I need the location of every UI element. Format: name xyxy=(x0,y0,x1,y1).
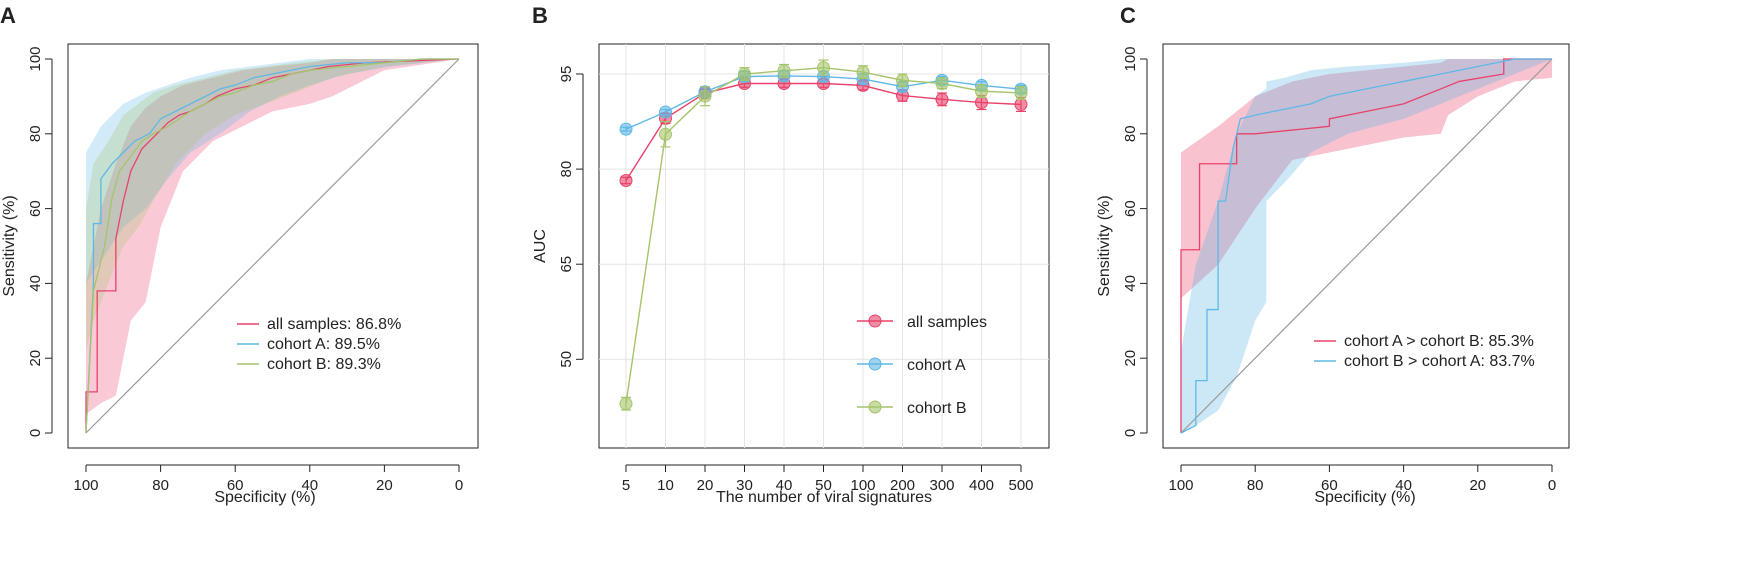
x-tick-label: 0 xyxy=(455,477,463,494)
y-tick-label: 100 xyxy=(1122,46,1139,71)
roc-curve-cohortA xyxy=(85,58,459,434)
x-axis-label-c: Specificity (%) xyxy=(1314,489,1415,506)
data-point-cohortB xyxy=(975,84,988,98)
x-tick-label: 60 xyxy=(1321,477,1338,494)
x-tick-label: 0 xyxy=(1548,477,1556,494)
x-tick-label: 40 xyxy=(301,477,318,494)
legend-a: all samples: 86.8% cohort A: 89.5% cohor… xyxy=(237,316,401,373)
plot-frame-c xyxy=(1162,43,1570,449)
y-tick-label: 80 xyxy=(1122,125,1139,142)
ci-band-all xyxy=(86,59,459,415)
y-tick-label: 60 xyxy=(1122,200,1139,217)
y-tick-label: 40 xyxy=(27,275,44,292)
legend-marker-cohort-a xyxy=(868,357,882,371)
legend-c: cohort A > cohort B: 85.3% cohort B > co… xyxy=(1314,333,1535,370)
panel-label-b: B xyxy=(532,3,548,28)
data-point-cohortB xyxy=(777,64,791,78)
x-tick-label: 80 xyxy=(152,477,169,494)
x-tick-label: 20 xyxy=(697,477,714,494)
y-tick-label: 100 xyxy=(27,46,44,71)
roc-plot-a: 100 80 60 40 20 0 0 20 40 60 80 100 xyxy=(27,46,463,494)
x-tick-label: 100 xyxy=(73,477,98,494)
y-axis-label-a: Sensitivity (%) xyxy=(1,195,18,296)
data-point-cohortB xyxy=(935,77,949,91)
ci-band-all xyxy=(1181,59,1552,299)
x-axis-label-b: The number of viral signatures xyxy=(716,489,932,506)
ci-band-cohortA xyxy=(1181,59,1552,433)
x-tick-label: 100 xyxy=(1168,477,1193,494)
panel-label-c: C xyxy=(1120,3,1136,28)
y-tick-label: 0 xyxy=(27,429,44,437)
data-point-all xyxy=(975,96,988,110)
x-tick-label: 60 xyxy=(227,477,244,494)
x-tick-label: 30 xyxy=(736,477,753,494)
x-axis-label-a: Specificity (%) xyxy=(214,489,315,506)
legend-label-all-samples: all samples xyxy=(907,314,987,331)
y-axis-label-b: AUC xyxy=(532,229,549,263)
x-tick-label: 20 xyxy=(1469,477,1486,494)
x-tick-label: 40 xyxy=(776,477,793,494)
ci-band-cohortA xyxy=(86,59,459,340)
data-point-cohortB xyxy=(856,65,870,79)
y-tick-label: 95 xyxy=(558,66,575,83)
legend-label-cohort-b-over-a: cohort B > cohort A: 83.7% xyxy=(1344,353,1535,370)
legend-marker-all-samples xyxy=(868,314,882,328)
legend-b: all samples cohort A cohort B xyxy=(857,314,987,417)
panel-b: B 5 10 20 30 40 50 100 200 300 400 500 50 65 80 95 The… xyxy=(532,3,1050,506)
legend-label-cohort-a-over-b: cohort A > cohort B: 85.3% xyxy=(1344,333,1534,350)
data-point-cohortB xyxy=(817,61,830,75)
x-tick-label: 200 xyxy=(890,477,915,494)
y-tick-label: 20 xyxy=(1122,350,1139,367)
x-tick-label: 80 xyxy=(1247,477,1264,494)
roc-curve-all xyxy=(1180,58,1552,433)
x-tick-label: 10 xyxy=(657,477,674,494)
y-tick-label: 20 xyxy=(27,350,44,367)
y-tick-label: 65 xyxy=(558,256,575,273)
x-tick-label: 300 xyxy=(929,477,954,494)
data-point-cohortA xyxy=(619,122,633,136)
data-point-cohortB xyxy=(659,127,672,141)
x-tick-label: 400 xyxy=(969,477,994,494)
x-tick-label: 20 xyxy=(376,477,393,494)
roc-plot-c: 100 80 60 40 20 0 0 20 40 60 80 100 xyxy=(1122,46,1556,494)
legend-marker-cohort-b xyxy=(868,400,882,414)
legend-label-cohort-b: cohort B xyxy=(907,400,967,417)
data-point-all xyxy=(935,92,949,106)
diagonal-reference-line xyxy=(1180,58,1553,434)
y-axis-label-c: Sensitivity (%) xyxy=(1096,195,1113,296)
x-tick-label: 5 xyxy=(622,477,630,494)
legend-label-cohort-a: cohort A xyxy=(907,357,966,374)
x-tick-label: 40 xyxy=(1395,477,1412,494)
data-point-cohortB xyxy=(738,67,751,81)
legend-label-cohort-b: cohort B: 89.3% xyxy=(267,356,381,373)
legend-label-cohort-a: cohort A: 89.5% xyxy=(267,336,380,353)
roc-curve-cohortA xyxy=(1180,58,1552,434)
legend-label-all-samples: all samples: 86.8% xyxy=(267,316,401,333)
plot-frame-a xyxy=(67,43,479,449)
y-tick-label: 50 xyxy=(558,351,575,368)
data-point-cohortB xyxy=(896,73,909,87)
data-point-cohortB xyxy=(1014,86,1028,100)
y-tick-label: 40 xyxy=(1122,275,1139,292)
y-tick-label: 60 xyxy=(27,200,44,217)
ci-band-cohortB xyxy=(86,59,459,351)
panel-a: A 100 80 60 40 20 0 0 20 40 60 80 100 Specificity (… xyxy=(0,3,479,506)
data-point-cohortB xyxy=(619,397,633,411)
data-point-all xyxy=(1014,97,1028,111)
x-tick-label: 50 xyxy=(815,477,832,494)
panel-c: C 100 80 60 40 20 0 0 20 40 60 80 100 Specificity (… xyxy=(1096,3,1570,506)
diagonal-reference-line xyxy=(85,58,460,434)
y-tick-label: 0 xyxy=(1122,429,1139,437)
data-point-all xyxy=(619,174,633,188)
data-point-cohortB xyxy=(698,89,712,103)
data-point-cohortA xyxy=(659,105,672,119)
x-tick-label: 100 xyxy=(850,477,875,494)
y-tick-label: 80 xyxy=(558,161,575,178)
panel-label-a: A xyxy=(0,3,16,28)
x-tick-label: 500 xyxy=(1008,477,1033,494)
y-tick-label: 80 xyxy=(27,125,44,142)
roc-curve-cohortB xyxy=(85,58,459,434)
auc-plot-b: 5 10 20 30 40 50 100 200 300 400 500 50 65 80 95 xyxy=(558,44,1049,494)
